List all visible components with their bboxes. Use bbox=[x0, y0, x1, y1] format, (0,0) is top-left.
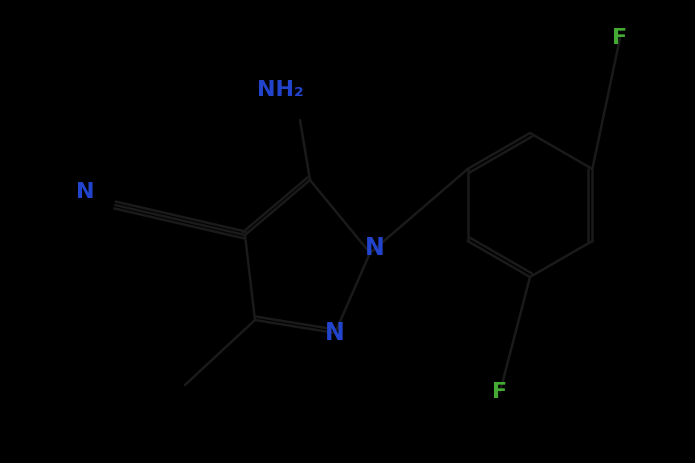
Text: F: F bbox=[612, 28, 628, 48]
Text: N: N bbox=[76, 182, 95, 202]
Text: F: F bbox=[493, 382, 507, 402]
Text: N: N bbox=[325, 321, 345, 345]
Text: NH₂: NH₂ bbox=[256, 80, 304, 100]
Text: N: N bbox=[365, 236, 385, 260]
